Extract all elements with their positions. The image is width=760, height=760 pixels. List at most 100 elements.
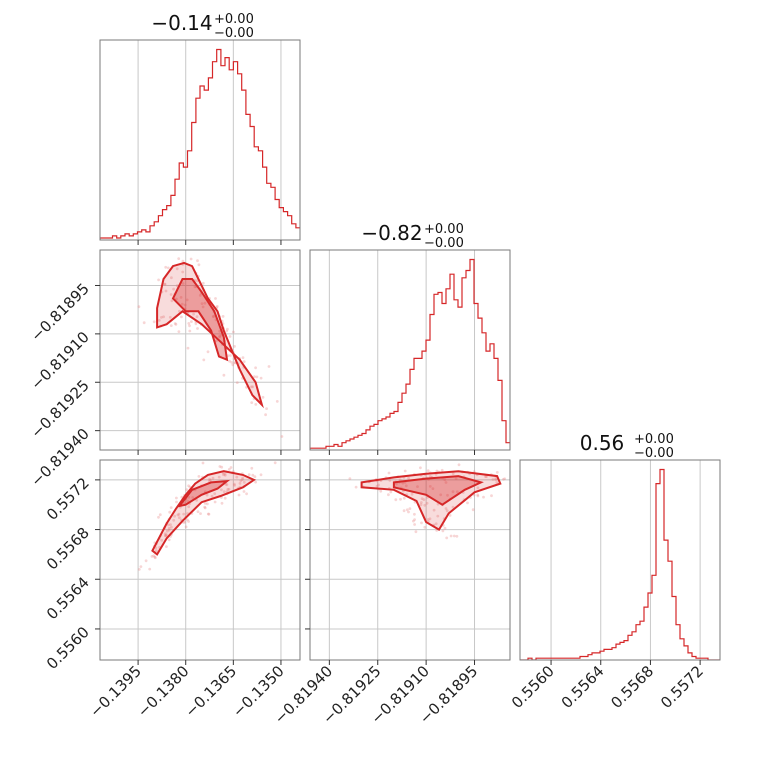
sample-point [196,510,200,513]
sample-point [170,299,174,303]
sample-point [432,508,436,512]
sample-point [394,498,398,502]
sample-point [187,495,191,499]
sample-point [482,495,485,499]
sample-point [407,510,410,514]
sample-point [188,324,191,328]
sample-point [494,478,498,482]
sample-point [142,321,146,325]
sample-point [253,475,257,479]
sample-point [213,500,217,504]
sample-point [186,518,189,522]
sample-point [152,554,156,558]
plot-area [310,258,510,450]
sample-point [187,322,191,325]
sample-point [230,361,234,364]
sample-point [175,267,179,271]
sample-point [264,413,267,417]
contour-inner [392,475,484,506]
sample-point [177,257,181,260]
sample-point [157,319,161,322]
sample-point [485,475,488,478]
axes-frame [309,459,511,661]
sample-point [423,503,427,507]
sample-point [207,512,211,516]
sample-point [375,484,379,488]
sample-point [195,498,199,502]
sample-point [222,473,225,477]
sample-point [137,568,141,571]
sample-point [169,523,172,526]
sample-point [235,475,239,479]
sample-point [254,480,257,484]
sample-point [414,530,418,534]
x-tick-label: 0.5564 [558,662,608,712]
sample-point [164,534,168,538]
sample-point [232,482,236,486]
sample-point [215,339,218,343]
sample-point [218,335,222,339]
sample-point [491,478,495,481]
sample-point [227,468,231,471]
sample-point [443,478,447,482]
sample-point [154,549,158,553]
sample-point [354,485,358,489]
sample-point [235,381,239,384]
sample-point [174,323,178,326]
sample-point [150,555,154,558]
sample-point [148,567,152,571]
sample-point [265,407,268,410]
sample-point [466,501,469,505]
sample-point [416,485,419,488]
sample-point [238,482,242,485]
sample-point [377,483,380,487]
sample-point [201,461,205,465]
sample-point [186,346,190,350]
sample-point [251,473,255,477]
panel-p0: −0.14 +0.00−0.00 [99,11,301,245]
sample-point [162,315,166,319]
sample-point [173,514,177,518]
sample-point [273,461,277,465]
sample-point [454,477,458,480]
sample-point [197,263,201,267]
sample-point [408,507,412,510]
sample-point [167,528,171,532]
sample-point [402,509,406,513]
sample-point [157,515,160,519]
sample-point [240,478,244,481]
sample-point [188,329,192,333]
sample-point [255,375,259,379]
sample-point [229,466,233,469]
sample-point [441,529,445,533]
sample-point [203,301,207,305]
sample-point [410,492,414,496]
sample-point [426,469,430,472]
sample-point [275,400,279,403]
panel-title-lower-error: −0.00 [634,446,674,461]
sample-point [198,294,202,297]
axes-frame [99,39,301,241]
axes-frame [519,459,721,661]
histogram-series [520,468,720,660]
sample-point [164,265,168,269]
sample-point [187,484,191,488]
sample-point [261,395,265,399]
panel-title-value: 0.56 [580,431,625,455]
sample-point [398,478,402,482]
sample-point [187,505,191,509]
sample-point [177,512,181,516]
sample-point [250,401,254,404]
sample-point [163,532,167,536]
sample-point [280,435,284,438]
sample-point [179,296,183,299]
axes-frame [99,459,301,661]
sample-point [211,476,215,480]
x-tick-label: 0.5572 [657,662,707,712]
sample-point [247,473,251,477]
sample-point [192,312,196,316]
sample-point [172,518,176,522]
sample-point [379,489,383,493]
sample-point [494,477,498,480]
sample-point [152,320,156,324]
